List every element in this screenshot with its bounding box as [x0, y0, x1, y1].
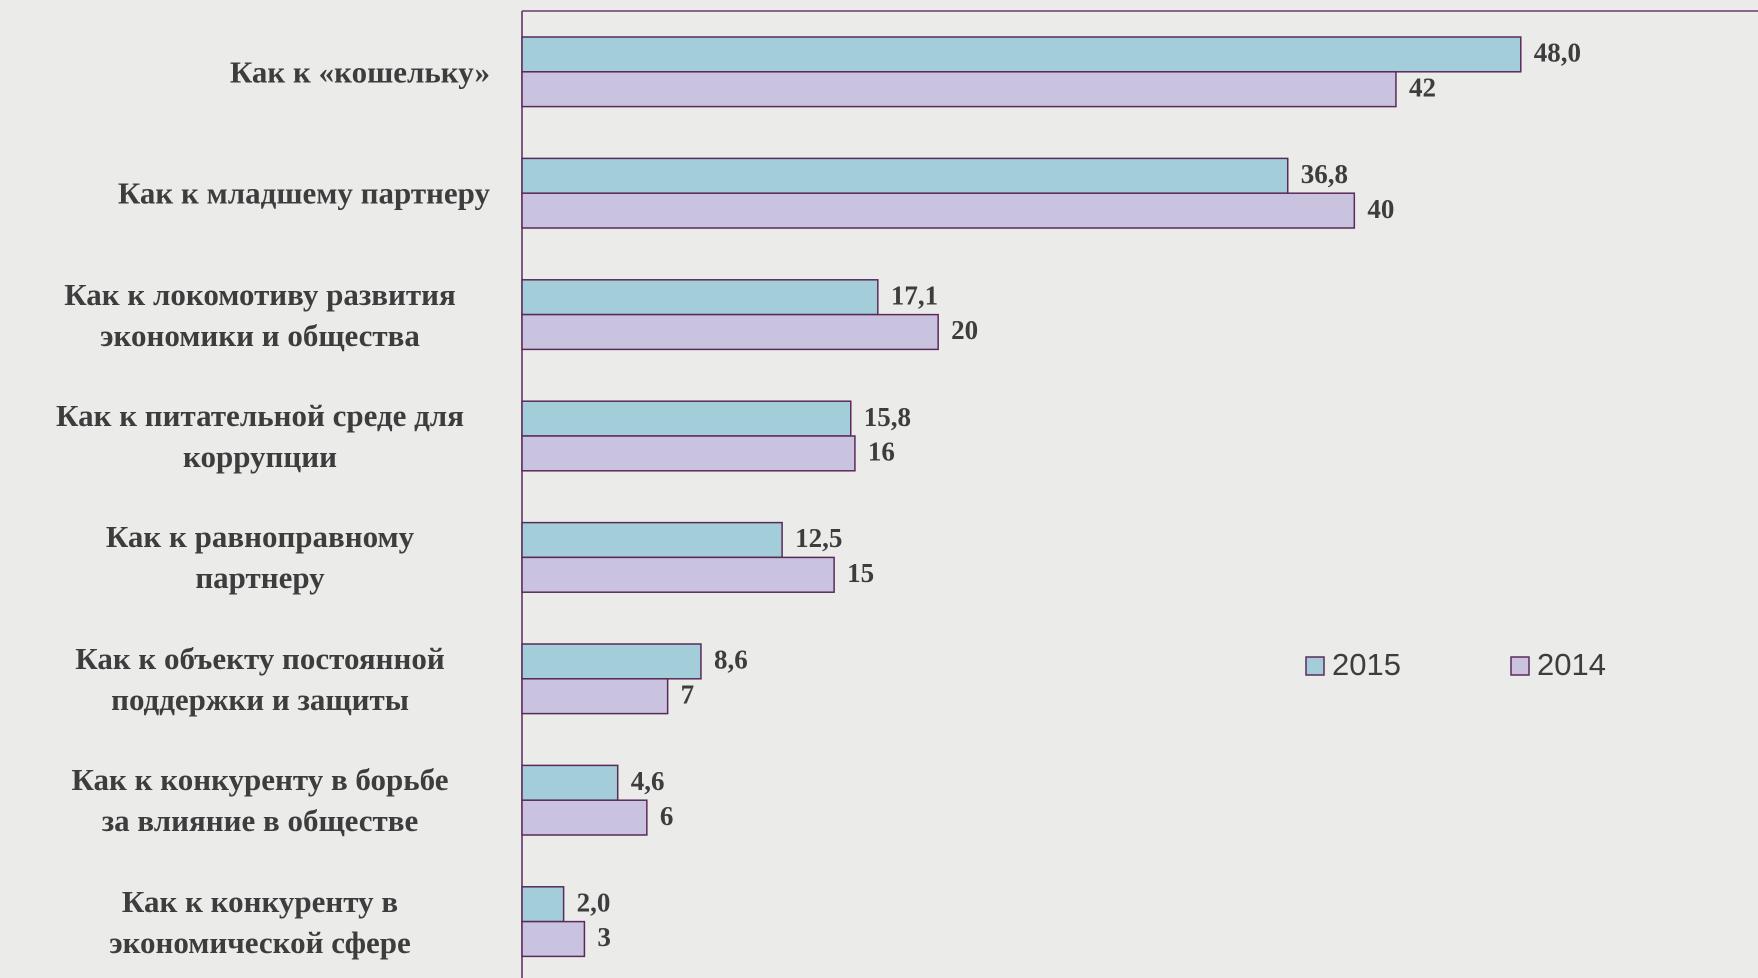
- category-label: Как к питательной среде для коррупции: [56, 398, 464, 474]
- bar: [521, 556, 835, 593]
- data-label: 17,1: [891, 280, 938, 310]
- data-label: 4,6: [631, 766, 665, 796]
- data-label: 15: [847, 558, 874, 588]
- data-label: 16: [868, 437, 895, 467]
- bar: [521, 886, 565, 923]
- bar: [521, 71, 1397, 108]
- bar: [521, 764, 619, 801]
- legend-swatch: [1305, 656, 1325, 676]
- category-label: Как к «кошельку»: [229, 54, 490, 90]
- category-label: Как к конкуренту в экономической сфере: [109, 883, 411, 960]
- data-label: 2,0: [577, 887, 611, 917]
- category-label: Как к конкуренту в борьбе за влияние в о…: [71, 762, 449, 839]
- legend-label: 2014: [1537, 647, 1606, 682]
- bar: [521, 521, 783, 559]
- data-label: 7: [681, 679, 695, 709]
- data-label: 8,6: [714, 645, 748, 675]
- legend-swatch: [1510, 656, 1530, 676]
- bar: [521, 400, 852, 437]
- bar: [521, 192, 1356, 229]
- bar: [521, 920, 586, 958]
- bar: [521, 313, 939, 351]
- bar: [521, 799, 648, 836]
- category-label: Как к равноправному партнеру: [105, 519, 415, 596]
- bar: [521, 157, 1289, 194]
- bar: [521, 643, 702, 680]
- bar: [521, 678, 669, 715]
- data-label: 15,8: [864, 402, 911, 432]
- data-label: 12,5: [795, 523, 842, 553]
- category-label: Как к локомотиву развития экономики и об…: [64, 276, 456, 353]
- data-label: 40: [1367, 194, 1394, 224]
- category-label: Как к объекту постоянной поддержки и защ…: [75, 640, 445, 717]
- data-label: 3: [597, 922, 611, 952]
- bar: [521, 435, 856, 472]
- data-label: 36,8: [1301, 159, 1348, 189]
- data-label: 20: [951, 315, 978, 345]
- data-label: 42: [1409, 72, 1436, 102]
- bar: [521, 36, 1522, 73]
- data-label: 6: [660, 801, 674, 831]
- bar: [521, 279, 879, 316]
- category-label: Как к младшему партнеру: [117, 175, 490, 211]
- legend-label: 2015: [1332, 647, 1401, 682]
- data-label: 48,0: [1534, 38, 1581, 68]
